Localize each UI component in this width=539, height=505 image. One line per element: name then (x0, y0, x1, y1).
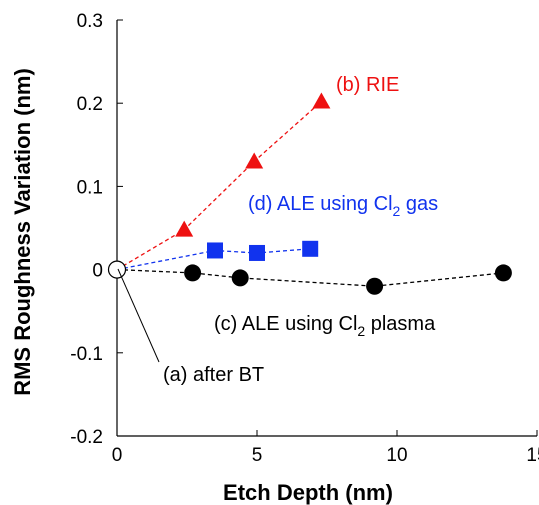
data-point-2 (302, 240, 319, 257)
x-tick-label: 0 (112, 445, 123, 466)
data-markers (107, 92, 512, 295)
annotation-ale-plasma-main: (c) ALE using Cl (214, 313, 357, 335)
data-point-3 (184, 264, 202, 282)
y-tick-label: 0 (92, 261, 103, 282)
x-axis-title: Etch Depth (nm) (223, 480, 393, 505)
data-point-1 (312, 92, 331, 109)
annotation-after-bt: (a) after BT (163, 364, 264, 386)
bt-leader-line (117, 268, 160, 363)
reference-point-after-bt (107, 260, 127, 279)
data-point-3 (231, 269, 249, 287)
x-tick-label: 15 (526, 445, 539, 466)
annotation-rie: (b) RIE (336, 74, 399, 96)
annotation-ale-gas-main: (d) ALE using Cl (248, 193, 393, 215)
tick-labels: -0.2 -0.1 0 0.1 0.2 0.3 0 5 10 15 (70, 11, 539, 466)
y-tick-label: 0.2 (77, 94, 103, 115)
x-tick-label: 5 (252, 445, 263, 466)
annotation-ale-plasma-end: plasma (365, 313, 436, 335)
y-tick-label: -0.1 (70, 344, 103, 365)
series-lines (116, 101, 504, 287)
series-line-3 (116, 268, 504, 287)
annotation-ale-gas-end: gas (400, 193, 438, 215)
x-tick-label: 10 (386, 445, 407, 466)
series-line-1 (116, 101, 322, 271)
data-point-2 (249, 244, 265, 261)
data-point-3 (494, 264, 512, 282)
annotation-ale-plasma-subscript: 2 (357, 323, 365, 339)
data-point-2 (207, 242, 223, 259)
annotation-ale-gas-subscript: 2 (393, 203, 401, 219)
annotation-ale-gas: (d) ALE using Cl2 gas (248, 193, 438, 219)
y-tick-label: 0.1 (77, 177, 103, 198)
y-tick-label: -0.2 (70, 427, 103, 448)
data-point-1 (245, 152, 264, 169)
series-line-2 (116, 248, 311, 271)
data-point-1 (175, 220, 194, 237)
annotation-ale-plasma: (c) ALE using Cl2 plasma (214, 313, 436, 339)
axes (116, 19, 538, 437)
y-tick-label: 0.3 (77, 11, 103, 32)
y-axis-title: RMS Roughness Variation (nm) (10, 68, 35, 396)
data-point-3 (366, 277, 384, 295)
